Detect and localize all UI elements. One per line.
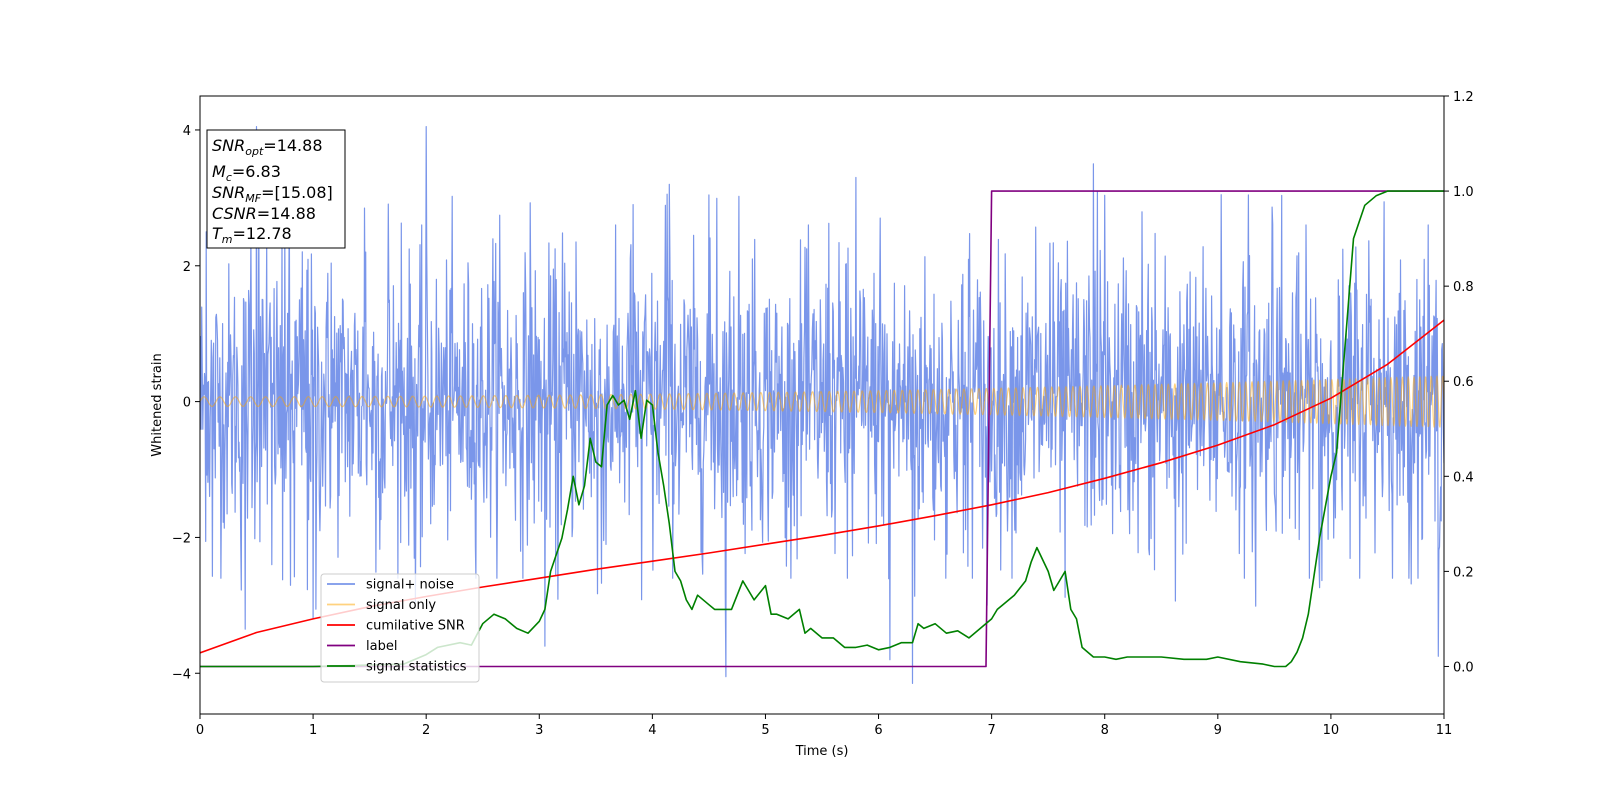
series-label	[200, 190, 1444, 668]
y-tick-label: 2	[183, 260, 191, 275]
x-tick-label: 10	[1323, 723, 1340, 738]
x-tick-label: 3	[535, 723, 543, 738]
x-tick-label: 4	[648, 723, 656, 738]
y-tick-label: 0	[183, 396, 191, 411]
annotation-snr-mf: SNRMF=[15.08]	[212, 183, 333, 205]
plot-frame	[199, 95, 1445, 715]
axes-layer: 0 1 2 3 4 5 6 7 8 9 10 11 −4 −2 0 2 4 0.0 0.2 0.4 0.6 0.8 1.0 1…	[172, 90, 1474, 738]
series-signal-statistics	[200, 190, 1444, 668]
x-tick-label: 8	[1101, 723, 1109, 738]
y-tick-label: 4	[183, 124, 191, 139]
x-tick-label: 0	[196, 723, 204, 738]
x-tick-label: 1	[309, 723, 317, 738]
x-axis-label: Time (s)	[795, 744, 849, 759]
legend-label: label	[366, 639, 397, 654]
x-tick-label: 11	[1436, 723, 1453, 738]
x-tick-label: 6	[874, 723, 882, 738]
y2-tick-label: 0.0	[1453, 660, 1474, 675]
annotation-snr-opt: SNRopt=14.88	[212, 136, 323, 158]
y-axis-label: Whitened strain	[150, 353, 165, 456]
y2-tick-label: 0.4	[1453, 470, 1474, 485]
x-tick-label: 7	[987, 723, 995, 738]
annotation-tm: Tm=12.78	[212, 224, 292, 246]
legend-label: signal+ noise	[366, 578, 454, 593]
legend-label: signal only	[366, 598, 436, 613]
series-signal-only	[200, 375, 1444, 428]
y-tick-label: −4	[172, 667, 191, 682]
y2-tick-label: 0.6	[1453, 375, 1474, 390]
series-signal-noise	[200, 126, 1444, 684]
legend: signal+ noise signal only cumilative SNR la…	[320, 573, 480, 683]
legend-label: cumilative SNR	[366, 619, 465, 634]
x-tick-label: 5	[761, 723, 769, 738]
legend-frame	[320, 573, 480, 683]
legend-label: signal statistics	[366, 660, 467, 675]
annotation-box: SNRopt=14.88 Mc=6.83 SNRMF=[15.08] CSNR=…	[206, 129, 346, 249]
y2-tick-label: 0.2	[1453, 565, 1474, 580]
y2-tick-label: 1.0	[1453, 185, 1474, 200]
y2-tick-label: 1.2	[1453, 90, 1474, 105]
annotation-csnr: CSNR=14.88	[212, 204, 316, 223]
annotation-mc: Mc=6.83	[212, 162, 281, 184]
x-tick-label: 9	[1214, 723, 1222, 738]
y2-tick-label: 0.8	[1453, 280, 1474, 295]
x-tick-label: 2	[422, 723, 430, 738]
y-tick-label: −2	[172, 531, 191, 546]
